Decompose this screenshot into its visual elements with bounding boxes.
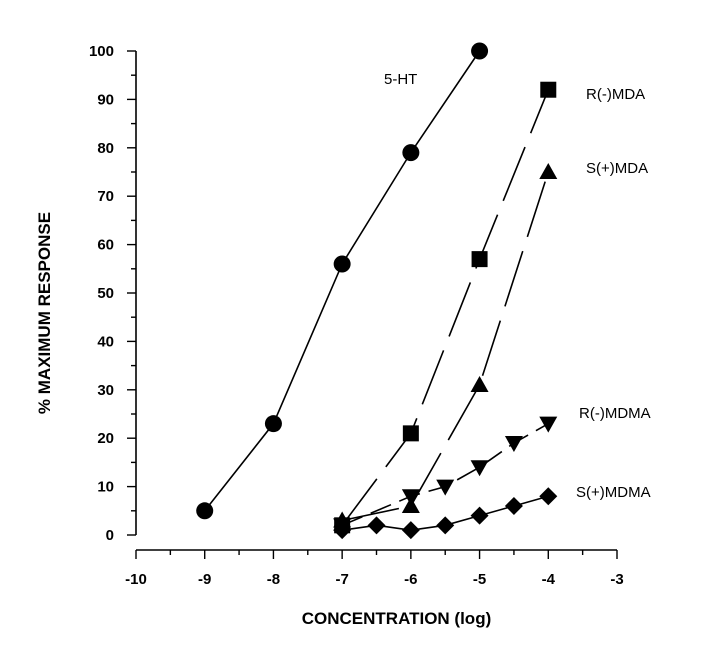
y-ticks: 0 10 20 30 40 50 60 70 80 90 100	[89, 43, 136, 544]
y-tick-label-10: 10	[97, 479, 114, 496]
series-label-5-ht: 5-HT	[384, 71, 417, 88]
y-tick-label-20: 20	[97, 430, 114, 447]
marker-r-mdma-4	[504, 436, 523, 453]
series-labels: 5-HT R(-)MDA S(+)MDA R(-)MDMA S(+)MDMA	[384, 71, 651, 501]
marker-r-mdma-5	[539, 416, 558, 433]
marker-s-mdma-6	[539, 487, 558, 506]
x-tick-label-5: -5	[473, 571, 486, 588]
y-tick-label-90: 90	[97, 91, 114, 108]
y-tick-label-100: 100	[89, 43, 114, 60]
marker-s-mdma-5	[504, 496, 523, 515]
marker-5-ht-0	[196, 502, 214, 520]
x-tick-label-3: -3	[610, 571, 623, 588]
y-tick-label-60: 60	[97, 237, 114, 254]
series-line-r-mda	[341, 89, 550, 526]
marker-s-mdma-2	[401, 521, 420, 540]
marker-s-mdma-4	[470, 506, 489, 525]
marker-s-mdma-3	[436, 516, 455, 535]
marker-s-mdma-1	[367, 516, 386, 535]
marker-s-mdma-0	[333, 521, 352, 540]
y-axis-title: % MAXIMUM RESPONSE	[35, 212, 54, 414]
marker-r-mdma-3	[470, 460, 489, 477]
marker-r-mdma-2	[436, 479, 455, 496]
axes	[135, 51, 617, 551]
series-label-s-mdma: S(+)MDMA	[576, 484, 651, 501]
series-line-s-mda	[341, 171, 550, 522]
marker-r-mda-2	[471, 251, 488, 268]
series-lines	[204, 50, 550, 531]
x-axis-title: CONCENTRATION (log)	[302, 609, 492, 628]
series-markers	[196, 42, 558, 540]
marker-s-mda-3	[539, 163, 558, 179]
marker-r-mdma-1	[401, 489, 420, 506]
y-tick-label-0: 0	[106, 527, 114, 544]
y-tick-label-30: 30	[97, 382, 114, 399]
x-ticks: -10 -9 -8 -7 -6 -5 -4 -3	[125, 550, 624, 588]
x-tick-label-4: -4	[542, 571, 556, 588]
y-tick-label-50: 50	[97, 285, 114, 302]
series-label-r-mda: R(-)MDA	[586, 86, 645, 103]
marker-r-mda-3	[540, 81, 557, 98]
marker-5-ht-3	[402, 144, 420, 162]
x-tick-label-8: -8	[267, 571, 280, 588]
series-label-r-mdma: R(-)MDMA	[579, 405, 651, 422]
marker-5-ht-1	[264, 415, 282, 433]
marker-s-mda-2	[470, 375, 489, 392]
y-tick-label-80: 80	[97, 140, 114, 157]
y-tick-label-70: 70	[97, 188, 114, 205]
series-label-s-mda: S(+)MDA	[586, 160, 648, 177]
series-line-5-ht	[204, 50, 481, 512]
x-tick-label-10: -10	[125, 571, 147, 588]
y-tick-label-40: 40	[97, 333, 114, 350]
x-tick-label-6: -6	[404, 571, 417, 588]
marker-r-mda-1	[402, 425, 419, 442]
marker-5-ht-4	[471, 42, 489, 60]
marker-5-ht-2	[333, 255, 351, 273]
x-tick-label-9: -9	[198, 571, 211, 588]
x-tick-label-7: -7	[335, 571, 348, 588]
